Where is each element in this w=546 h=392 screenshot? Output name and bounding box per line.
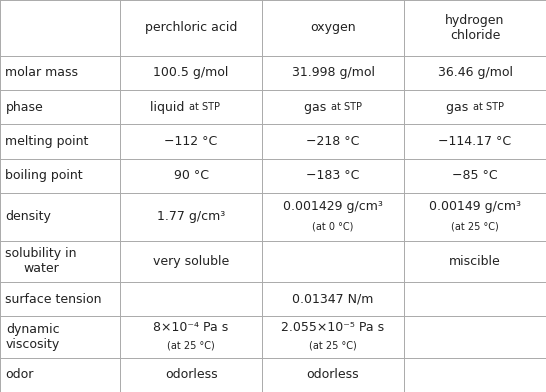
- Text: (at 25 °C): (at 25 °C): [167, 340, 215, 350]
- Text: melting point: melting point: [5, 135, 89, 148]
- Text: odorless: odorless: [165, 368, 217, 381]
- Text: −112 °C: −112 °C: [164, 135, 218, 148]
- Text: (at 25 °C): (at 25 °C): [309, 340, 357, 350]
- Text: 2.055×10⁻⁵ Pa s: 2.055×10⁻⁵ Pa s: [282, 321, 384, 334]
- Text: 1.77 g/cm³: 1.77 g/cm³: [157, 211, 225, 223]
- Text: 100.5 g/mol: 100.5 g/mol: [153, 67, 229, 80]
- Text: perchloric acid: perchloric acid: [145, 22, 238, 34]
- Text: 31.998 g/mol: 31.998 g/mol: [292, 67, 375, 80]
- Text: at STP: at STP: [189, 102, 221, 112]
- Text: 0.01347 N/m: 0.01347 N/m: [292, 293, 374, 306]
- Text: phase: phase: [5, 101, 43, 114]
- Text: 90 °C: 90 °C: [174, 169, 209, 182]
- Text: at STP: at STP: [331, 102, 363, 112]
- Text: −85 °C: −85 °C: [452, 169, 498, 182]
- Text: −218 °C: −218 °C: [306, 135, 360, 148]
- Text: gas: gas: [446, 101, 472, 114]
- Text: −114.17 °C: −114.17 °C: [438, 135, 512, 148]
- Text: gas: gas: [304, 101, 330, 114]
- Text: solubility in
water: solubility in water: [5, 247, 77, 275]
- Text: (at 25 °C): (at 25 °C): [451, 221, 499, 231]
- Text: 36.46 g/mol: 36.46 g/mol: [437, 67, 513, 80]
- Text: oxygen: oxygen: [310, 22, 356, 34]
- Text: molar mass: molar mass: [5, 67, 79, 80]
- Text: miscible: miscible: [449, 255, 501, 268]
- Text: liquid: liquid: [150, 101, 188, 114]
- Text: odor: odor: [5, 368, 34, 381]
- Text: 8×10⁻⁴ Pa s: 8×10⁻⁴ Pa s: [153, 321, 229, 334]
- Text: at STP: at STP: [473, 102, 505, 112]
- Text: −183 °C: −183 °C: [306, 169, 360, 182]
- Text: hydrogen
chloride: hydrogen chloride: [446, 14, 505, 42]
- Text: 0.001429 g/cm³: 0.001429 g/cm³: [283, 200, 383, 213]
- Text: dynamic
viscosity: dynamic viscosity: [5, 323, 60, 351]
- Text: (at 0 °C): (at 0 °C): [312, 221, 354, 231]
- Text: surface tension: surface tension: [5, 293, 102, 306]
- Text: 0.00149 g/cm³: 0.00149 g/cm³: [429, 200, 521, 213]
- Text: density: density: [5, 211, 51, 223]
- Text: boiling point: boiling point: [5, 169, 83, 182]
- Text: odorless: odorless: [307, 368, 359, 381]
- Text: very soluble: very soluble: [153, 255, 229, 268]
